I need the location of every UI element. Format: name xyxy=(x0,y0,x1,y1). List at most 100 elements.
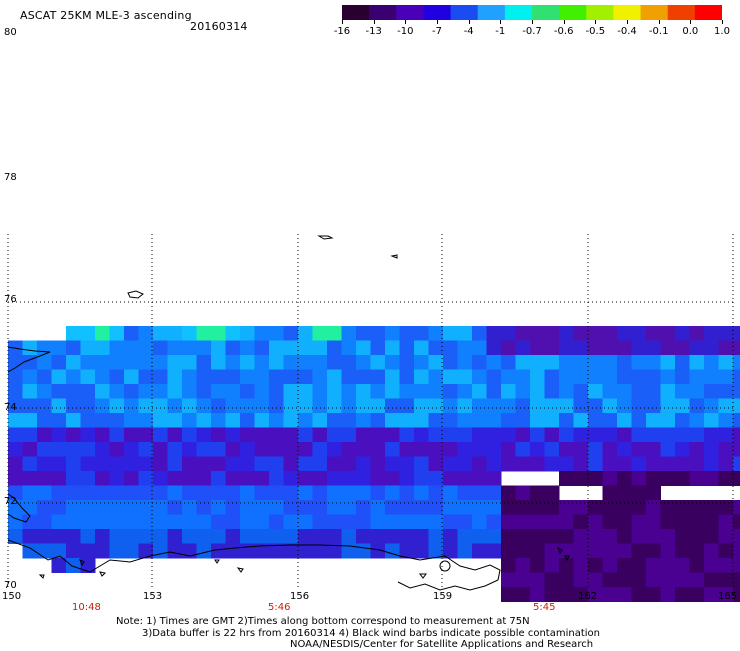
data-pixel xyxy=(501,558,516,573)
data-pixel xyxy=(312,456,328,472)
data-pixel xyxy=(675,340,690,356)
data-pixel xyxy=(22,543,38,559)
data-pixel xyxy=(196,384,212,399)
data-pixel xyxy=(51,442,67,457)
data-pixel xyxy=(457,456,473,472)
data-pixel xyxy=(646,500,661,515)
data-pixel xyxy=(544,485,560,501)
data-pixel xyxy=(22,442,38,457)
data-pixel xyxy=(472,543,487,559)
data-pixel xyxy=(704,456,719,472)
colorbar-tick-label: -13 xyxy=(365,26,382,37)
data-pixel xyxy=(341,543,357,559)
data-pixel xyxy=(95,529,110,544)
data-pixel xyxy=(501,543,516,559)
data-pixel xyxy=(602,514,618,530)
data-pixel xyxy=(530,442,545,457)
data-pixel xyxy=(298,500,313,515)
data-pixel xyxy=(602,558,618,573)
data-pixel xyxy=(8,456,23,472)
data-pixel xyxy=(544,514,560,530)
data-pixel xyxy=(631,529,647,544)
data-pixel xyxy=(675,572,690,588)
data-pixel xyxy=(341,427,357,443)
data-pixel xyxy=(689,326,705,341)
data-pixel xyxy=(109,500,125,515)
data-pixel xyxy=(559,326,574,341)
data-pixel xyxy=(631,572,647,588)
data-pixel xyxy=(182,529,197,544)
data-pixel xyxy=(95,413,110,428)
data-pixel xyxy=(718,413,734,428)
data-pixel xyxy=(182,485,197,501)
data-pixel xyxy=(283,384,299,399)
data-pixel xyxy=(457,543,473,559)
data-pixel xyxy=(631,384,647,399)
data-pixel xyxy=(457,529,473,544)
data-pixel xyxy=(617,543,632,559)
data-pixel xyxy=(602,543,618,559)
data-pixel xyxy=(66,384,81,399)
data-pixel xyxy=(182,398,197,414)
data-pixel xyxy=(254,529,270,544)
data-pixel xyxy=(428,427,444,443)
colorbar-segment xyxy=(586,5,615,20)
data-pixel xyxy=(530,514,545,530)
data-pixel xyxy=(80,543,96,559)
colorbar-segment xyxy=(423,5,452,20)
data-pixel xyxy=(472,326,487,341)
data-pixel xyxy=(8,369,23,385)
data-pixel xyxy=(51,471,67,486)
data-pixel xyxy=(312,442,328,457)
data-pixel xyxy=(573,413,589,428)
data-pixel xyxy=(443,355,458,370)
data-pixel xyxy=(443,413,458,428)
data-pixel xyxy=(399,384,415,399)
colorbar-tick-mark xyxy=(563,20,565,24)
data-pixel xyxy=(689,456,705,472)
data-pixel xyxy=(399,529,415,544)
data-pixel xyxy=(312,384,328,399)
data-pixel xyxy=(153,369,168,385)
y-label-74: 74 xyxy=(4,402,17,413)
data-pixel xyxy=(733,384,740,399)
data-pixel xyxy=(341,384,357,399)
data-pixel xyxy=(385,529,400,544)
data-pixel xyxy=(298,485,313,501)
data-pixel xyxy=(138,340,154,356)
data-pixel xyxy=(37,355,52,370)
data-pixel xyxy=(414,398,429,414)
data-pixel xyxy=(515,369,531,385)
data-pixel xyxy=(95,384,110,399)
colorbar-tick-mark xyxy=(627,20,628,24)
data-pixel xyxy=(153,355,168,370)
data-pixel xyxy=(254,456,270,472)
colorbar-tick-label: -16 xyxy=(333,26,351,37)
data-pixel xyxy=(225,442,241,457)
data-pixel xyxy=(153,471,168,486)
data-pixel xyxy=(37,369,52,385)
data-pixel xyxy=(675,456,690,472)
data-pixel xyxy=(370,514,386,530)
note-line-2: 3)Data buffer is 22 hrs from 20160314 4)… xyxy=(142,628,600,639)
data-pixel xyxy=(356,529,371,544)
data-pixel xyxy=(8,514,23,530)
data-pixel xyxy=(80,326,96,341)
data-pixel xyxy=(341,514,357,530)
data-pixel xyxy=(559,340,574,356)
data-pixel xyxy=(617,355,632,370)
data-pixel xyxy=(675,442,690,457)
data-pixel xyxy=(602,456,618,472)
data-pixel xyxy=(356,413,371,428)
data-pixel xyxy=(356,500,371,515)
data-pixel xyxy=(95,514,110,530)
data-pixel xyxy=(22,529,38,544)
time-label-545: 5:45 xyxy=(533,602,556,613)
data-pixel xyxy=(153,485,168,501)
data-pixel xyxy=(356,398,371,414)
data-pixel xyxy=(414,340,429,356)
data-pixel xyxy=(689,558,705,573)
colorbar-tick-label: -0.1 xyxy=(648,26,669,37)
data-pixel xyxy=(689,500,705,515)
data-pixel xyxy=(573,355,589,370)
